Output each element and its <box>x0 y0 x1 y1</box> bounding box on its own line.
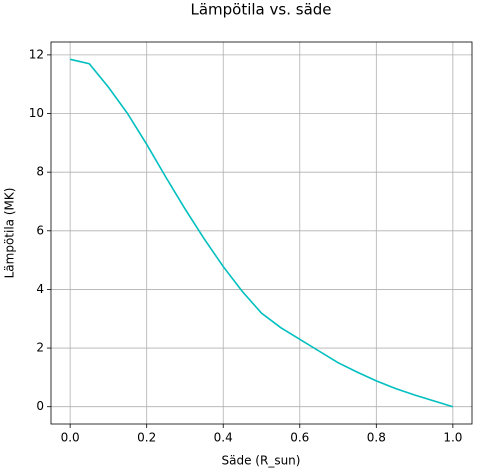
plot-frame <box>50 41 473 425</box>
x-tick-label: 1.0 <box>443 431 462 445</box>
x-tick-label: 0.8 <box>367 431 386 445</box>
data-line <box>69 58 454 408</box>
x-tick-label: 0.6 <box>290 431 309 445</box>
y-tick-label: 12 <box>29 47 44 61</box>
y-tick-label: 0 <box>36 399 44 413</box>
y-tick-label: 8 <box>36 165 44 179</box>
y-axis-label: Lämpötila (MK) <box>3 188 17 279</box>
x-tick-label: 0.2 <box>137 431 156 445</box>
y-tick-label: 6 <box>36 223 44 237</box>
chart-title: Lämpötila vs. säde <box>190 1 331 19</box>
x-tick-label: 0.4 <box>214 431 233 445</box>
x-axis-label: Säde (R_sun) <box>222 454 301 468</box>
y-tick-label: 10 <box>29 106 44 120</box>
x-tick-label: 0.0 <box>61 431 80 445</box>
y-tick-label: 2 <box>36 341 44 355</box>
y-tick-label: 4 <box>36 282 44 296</box>
